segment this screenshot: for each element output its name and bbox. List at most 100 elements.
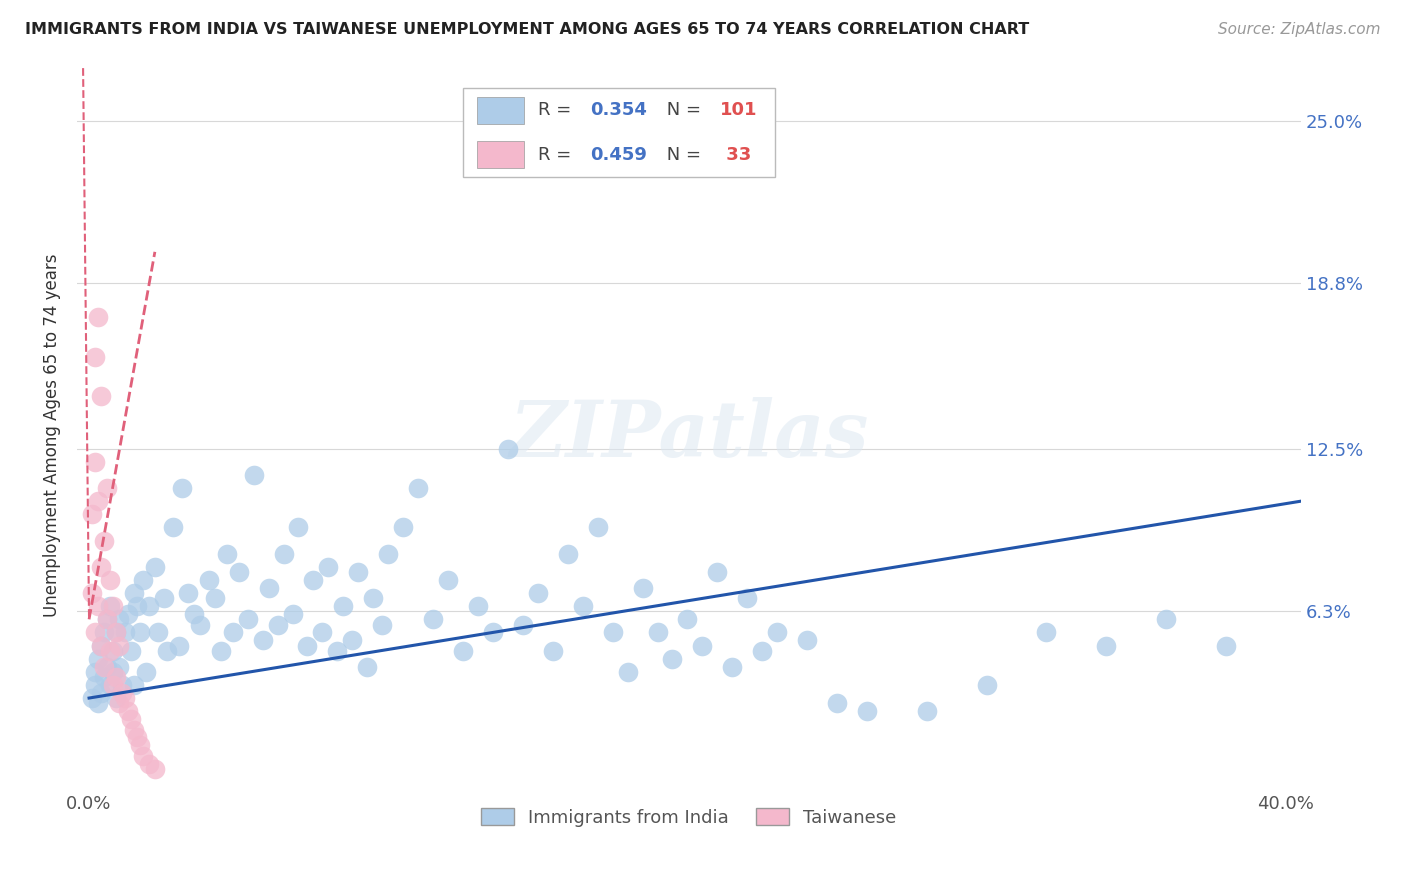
Point [661,651,683,665]
Point [156,644,179,658]
Point [215,547,238,561]
Point [1154,612,1177,626]
Text: N =: N = [661,145,707,164]
Point [527,586,550,600]
Point [571,599,593,614]
Point [138,599,160,614]
Text: 0.354: 0.354 [589,102,647,120]
Point [257,581,280,595]
Point [735,591,758,606]
Point [84,455,107,469]
Point [93,625,115,640]
Point [84,665,107,679]
Point [153,591,176,606]
Point [129,625,152,640]
Point [342,633,364,648]
Point [170,481,193,495]
Point [332,599,354,614]
Point [120,712,142,726]
Point [108,659,131,673]
Point [98,573,121,587]
Point [87,494,110,508]
Point [287,520,309,534]
Point [825,696,848,710]
Point [120,644,142,658]
Point [361,591,384,606]
Text: 0.459: 0.459 [589,145,647,164]
Point [311,625,333,640]
Point [122,723,145,737]
Point [87,651,110,665]
Point [209,644,232,658]
Point [125,731,148,745]
Point [114,691,136,706]
Point [392,520,415,534]
Point [1095,639,1118,653]
Point [98,599,121,614]
Point [104,625,127,640]
Legend: Immigrants from India, Taiwanese: Immigrants from India, Taiwanese [474,801,904,834]
Point [90,389,112,403]
Point [84,625,107,640]
Point [132,573,155,587]
Point [188,617,211,632]
Point [252,633,274,648]
Text: R =: R = [538,145,578,164]
Text: 33: 33 [720,145,751,164]
Point [915,704,938,718]
Point [87,310,110,325]
Point [221,625,243,640]
Point [356,659,378,673]
Point [856,704,879,718]
Point [143,762,166,776]
Point [751,644,773,658]
Point [101,678,124,692]
Point [111,678,134,692]
Point [1215,639,1237,653]
Point [371,617,394,632]
FancyBboxPatch shape [463,88,775,177]
Y-axis label: Unemployment Among Ages 65 to 74 years: Unemployment Among Ages 65 to 74 years [44,254,60,617]
Point [90,639,112,653]
Point [676,612,699,626]
Point [93,659,115,673]
Point [242,467,264,482]
Point [557,547,579,561]
Point [437,573,460,587]
Text: Source: ZipAtlas.com: Source: ZipAtlas.com [1218,22,1381,37]
Point [976,678,998,692]
Point [117,704,139,718]
Point [84,678,107,692]
Point [87,599,110,614]
Point [96,612,118,626]
Text: 101: 101 [720,102,756,120]
Point [228,565,250,579]
Point [87,696,110,710]
Point [721,659,744,673]
Point [482,625,505,640]
Point [631,581,654,595]
Point [236,612,259,626]
Point [98,678,121,692]
Point [204,591,226,606]
Point [98,644,121,658]
Point [122,678,145,692]
Point [80,691,103,706]
Point [80,586,103,600]
Point [183,607,205,621]
Point [104,670,127,684]
Point [104,691,127,706]
Point [541,644,564,658]
Point [146,625,169,640]
Text: R =: R = [538,102,578,120]
Point [706,565,728,579]
Point [138,756,160,771]
Point [377,547,399,561]
Point [177,586,200,600]
Point [84,350,107,364]
Point [125,599,148,614]
Point [101,644,124,658]
Text: ZIPatlas: ZIPatlas [509,397,869,474]
Point [90,639,112,653]
Point [602,625,624,640]
